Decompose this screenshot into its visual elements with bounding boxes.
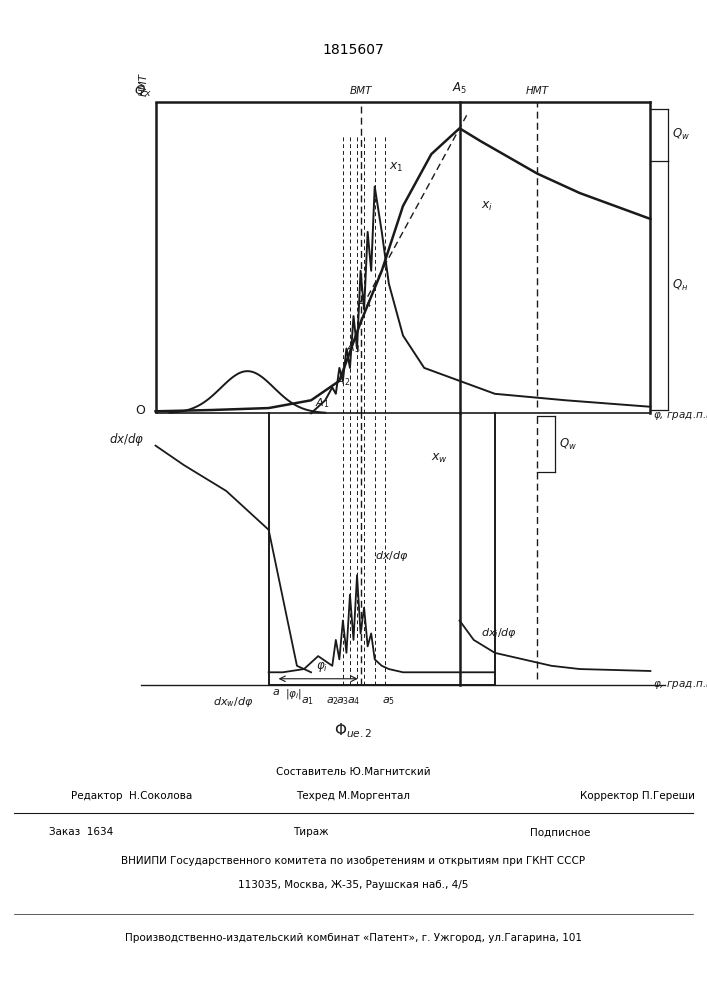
Text: $\varphi$, град.п.кв.: $\varphi$, град.п.кв. (653, 410, 707, 422)
Text: O: O (135, 403, 145, 416)
Text: ВНИИПИ Государственного комитета по изобретениям и открытиям при ГКНТ СССР: ВНИИПИ Государственного комитета по изоб… (122, 856, 585, 866)
Text: $Q_x$: $Q_x$ (134, 84, 152, 99)
Text: $A_5$: $A_5$ (452, 81, 467, 96)
Text: $A_2$: $A_2$ (336, 374, 350, 388)
Text: Производственно-издательский комбинат «Патент», г. Ужгород, ул.Гагарина, 101: Производственно-издательский комбинат «П… (125, 933, 582, 943)
Text: $Q_w$: $Q_w$ (559, 436, 576, 452)
Text: $dx/d\varphi$: $dx/d\varphi$ (110, 431, 145, 448)
Text: $x_i$: $x_i$ (481, 199, 493, 213)
Text: $\varphi_i$: $\varphi_i$ (316, 660, 327, 674)
Text: $A_3$: $A_3$ (346, 342, 361, 355)
Text: $x_w$: $x_w$ (431, 452, 448, 465)
Text: Редактор  Н.Соколова: Редактор Н.Соколова (71, 791, 192, 801)
Text: $dx/d\varphi$: $dx/d\varphi$ (375, 549, 409, 563)
Text: Заказ  1634: Заказ 1634 (49, 827, 114, 837)
Text: $dx_i/d\varphi$: $dx_i/d\varphi$ (481, 626, 517, 640)
Text: $Q_н$: $Q_н$ (672, 278, 688, 293)
Text: $a_1$: $a_1$ (301, 695, 314, 707)
Text: Тираж: Тираж (293, 827, 329, 837)
Text: $A_4$: $A_4$ (357, 296, 372, 310)
Text: 1815607: 1815607 (322, 43, 385, 57)
Text: 113035, Москва, Ж-35, Раушская наб., 4/5: 113035, Москва, Ж-35, Раушская наб., 4/5 (238, 880, 469, 890)
Text: $a$: $a$ (271, 687, 280, 697)
Text: ВМТ: ВМТ (349, 86, 372, 96)
Text: Подписное: Подписное (530, 827, 590, 837)
Text: $\Phi_{ue.2}$: $\Phi_{ue.2}$ (334, 721, 373, 740)
Text: $A_1$: $A_1$ (315, 396, 329, 410)
Text: Корректор П.Гереши: Корректор П.Гереши (580, 791, 695, 801)
Text: $dx_w/d\varphi$: $dx_w/d\varphi$ (213, 695, 254, 709)
Text: НМТ: НМТ (139, 73, 148, 96)
Text: $a_3$: $a_3$ (337, 695, 349, 707)
Text: Составитель Ю.Магнитский: Составитель Ю.Магнитский (276, 767, 431, 777)
Text: $a_4$: $a_4$ (347, 695, 360, 707)
Text: НМТ: НМТ (526, 86, 549, 96)
Text: $a_5$: $a_5$ (382, 695, 395, 707)
Text: Техред М.Моргентал: Техред М.Моргентал (296, 791, 411, 801)
Text: $\varphi$, град.п.кв.: $\varphi$, град.п.кв. (653, 679, 707, 691)
Text: $x_1$: $x_1$ (389, 161, 403, 174)
Text: $a_2$: $a_2$ (326, 695, 339, 707)
Text: $Q_w$: $Q_w$ (672, 127, 689, 142)
Text: $|\varphi_i|$: $|\varphi_i|$ (285, 687, 302, 701)
